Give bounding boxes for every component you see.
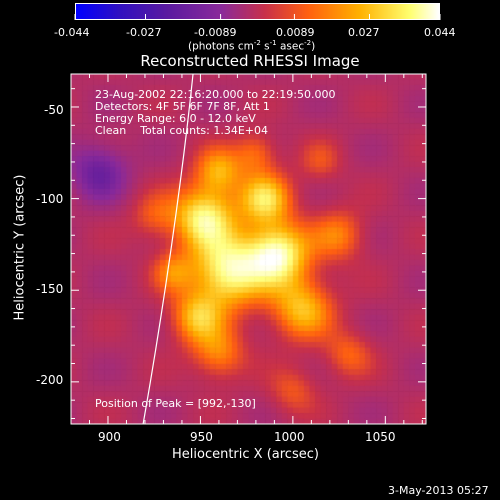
y-axis-label: Heliocentric Y (arcsec) (12, 174, 28, 321)
x-axis-label: Heliocentric X (arcsec) (172, 447, 319, 462)
energy-range: Energy Range: 6.0 - 12.0 keV (95, 112, 256, 125)
detectors-info: Detectors: 4F 5F 6F 7F 8F, Att 1 (95, 100, 270, 113)
x-tick-label: 900 (98, 430, 121, 444)
solar-limb-curve (142, 73, 194, 425)
y-tick-label: -150 (36, 282, 64, 296)
colorbar-tick-label: 0.027 (348, 26, 380, 39)
x-tick-label: 950 (190, 430, 213, 444)
peak-position: Position of Peak = [992,-130] (95, 397, 256, 410)
colorbar-units: (photons cm-2 s-1 asec-2) (188, 39, 316, 53)
colorbar-tick-label: 0.044 (424, 26, 456, 39)
chart-title: Reconstructed RHESSI Image (140, 52, 360, 70)
plot-frame (70, 73, 427, 425)
y-tick-label: -200 (36, 373, 64, 387)
x-tick-label: 1050 (365, 430, 396, 444)
heatmap-image (71, 74, 426, 424)
observation-time: 23-Aug-2002 22:16:20.000 to 22:19:50.000 (95, 88, 336, 101)
y-tick-label: -50 (44, 103, 64, 117)
x-tick-label: 1000 (274, 430, 305, 444)
clean-total-counts: Clean Total counts: 1.34E+04 (95, 124, 269, 137)
y-tick-label: -100 (36, 192, 64, 206)
colorbar-tick-label: 0.0089 (276, 26, 315, 39)
colorbar-tick-label: -0.0089 (194, 26, 237, 39)
colorbar-tick-label: -0.027 (126, 26, 162, 39)
colorbar (75, 3, 440, 20)
footer-date: 3-May-2013 05:27 (388, 484, 489, 497)
colorbar-tick-label: -0.044 (54, 26, 90, 39)
